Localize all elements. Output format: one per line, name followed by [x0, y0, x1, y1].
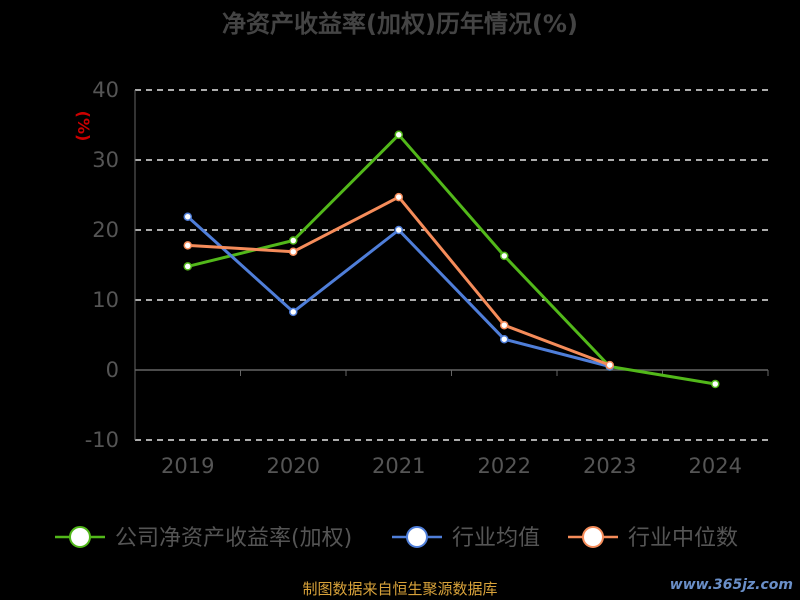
axes: [134, 90, 769, 440]
data-point: [289, 307, 298, 317]
chart-title: 净资产收益率(加权)历年情况(%): [222, 10, 578, 38]
data-point: [394, 225, 403, 235]
y-tick-label: 20: [92, 218, 119, 242]
data-point: [605, 360, 614, 370]
tick-labels: -10 0 10 20 30 40 2019 2020 2021 2022 2023 2024: [85, 78, 742, 478]
y-tick-label: -10: [85, 428, 119, 452]
y-tick-label: 30: [92, 148, 119, 172]
y-tick-label: 40: [92, 78, 119, 102]
source-note: 制图数据来自恒生聚源数据库: [302, 580, 497, 598]
data-point: [289, 247, 298, 256]
legend-marker: [582, 526, 604, 548]
legend: 公司净资产收益率(加权) 行业均值 行业中位数: [55, 526, 738, 551]
x-tick-label: 2019: [161, 454, 214, 478]
series-group: [183, 130, 720, 389]
data-point: [500, 320, 509, 330]
x-tick-label: 2020: [267, 454, 320, 478]
data-point: [289, 236, 298, 245]
legend-marker: [406, 526, 428, 548]
series-line-2: [186, 215, 611, 368]
legend-label: 公司净资产收益率(加权): [115, 526, 352, 551]
x-tick-label: 2021: [372, 454, 425, 478]
legend-marker: [69, 526, 91, 548]
data-point: [183, 212, 192, 221]
y-tick-label: 10: [92, 288, 119, 312]
data-point: [500, 251, 509, 261]
data-point: [394, 192, 403, 202]
series-line-1: [187, 133, 716, 386]
grid: [135, 89, 768, 441]
y-tick-label: 0: [106, 358, 119, 382]
data-point: [500, 334, 509, 344]
watermark: www.365jz.com: [670, 577, 793, 593]
data-point: [183, 241, 192, 250]
series-line-3: [187, 195, 611, 367]
data-point: [394, 130, 403, 140]
x-tick-label: 2022: [478, 454, 531, 478]
data-point: [183, 262, 192, 271]
x-tick-label: 2024: [689, 454, 742, 478]
data-point: [711, 379, 720, 389]
legend-label: 行业均值: [452, 526, 540, 551]
y-axis-label: (%): [74, 111, 93, 142]
legend-label: 行业中位数: [628, 526, 738, 551]
x-tick-label: 2023: [583, 454, 636, 478]
